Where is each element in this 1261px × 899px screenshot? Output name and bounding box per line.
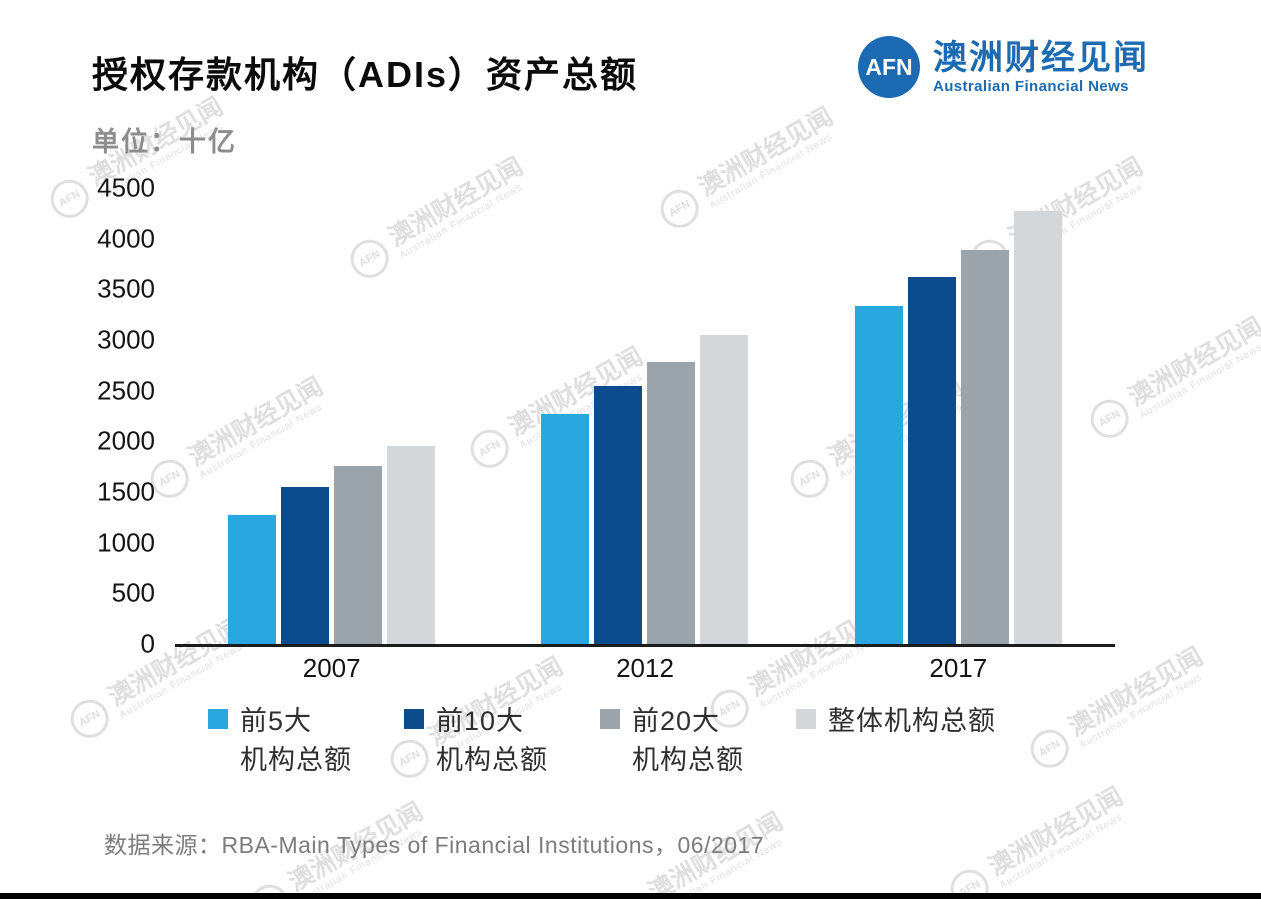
bar-top10-2007 <box>281 487 330 644</box>
bar-top10-2012 <box>594 386 643 644</box>
afn-logo-name-cn: 澳洲财经见闻 <box>933 38 1149 77</box>
bar-top5-2007 <box>228 515 277 644</box>
y-tick-label: 3000 <box>97 324 155 355</box>
x-axis-label: 2007 <box>302 653 361 683</box>
y-axis: 4500 4000 3500 3000 2500 2000 1500 1000 500 0 <box>95 173 161 659</box>
afn-logo-icon: AFN <box>858 36 920 98</box>
legend-entry-top10: 前10大 机构总额 <box>404 702 548 780</box>
bar-top5-2012 <box>541 414 590 644</box>
bar-chart: 4500 4000 3500 3000 2500 2000 1500 1000 500 0 200… <box>95 173 1115 718</box>
unit-label: 单位：十亿 <box>92 127 237 157</box>
legend-label: 前10大 机构总额 <box>436 706 548 776</box>
legend: 前5大 机构总额 前10大 机构总额 前20大 机构总额 整体机构总额 <box>208 702 996 780</box>
legend-label: 整体机构总额 <box>828 706 996 736</box>
y-tick-label: 3500 <box>97 273 155 304</box>
afn-logo: AFN 澳洲财经见闻 Australian Financial News <box>858 36 1149 98</box>
bar-top5-2017 <box>854 306 903 644</box>
afn-logo-text: 澳洲财经见闻 Australian Financial News <box>933 39 1149 95</box>
bar-group-2007: 2007 <box>175 188 488 683</box>
bar-top10-2017 <box>907 277 956 644</box>
legend-swatch-top20 <box>600 709 620 729</box>
watermark-afn-icon: AFN <box>43 172 96 225</box>
bar-all-2012 <box>700 335 749 644</box>
y-tick-label: 1000 <box>97 527 155 558</box>
x-axis-label: 2017 <box>929 653 988 683</box>
legend-label: 前20大 机构总额 <box>632 706 744 776</box>
legend-entry-top5: 前5大 机构总额 <box>208 702 352 780</box>
y-tick-label: 1500 <box>97 476 155 507</box>
y-tick-label: 500 <box>111 577 155 608</box>
bar-top20-2017 <box>960 250 1009 644</box>
bar-all-2017 <box>1013 211 1062 644</box>
source-note: 数据来源：RBA-Main Types of Financial Institu… <box>104 832 765 858</box>
afn-logo-name-en: Australian Financial News <box>933 78 1129 96</box>
watermark-afn-icon: AFN <box>1023 722 1076 775</box>
legend-label: 前5大 机构总额 <box>240 706 352 776</box>
y-tick-label: 4000 <box>97 223 155 254</box>
bar-top20-2012 <box>647 362 696 644</box>
legend-swatch-top10 <box>404 709 424 729</box>
chart-title: 授权存款机构（ADIs）资产总额 <box>92 54 639 95</box>
y-tick-label: 4500 <box>97 172 155 203</box>
bottom-black-bar <box>0 893 1261 899</box>
bar-all-2007 <box>387 446 436 644</box>
bars-2007 <box>228 446 436 644</box>
x-axis-label: 2012 <box>616 653 674 683</box>
bar-group-2017: 2017 <box>802 188 1115 683</box>
legend-swatch-all <box>796 709 816 729</box>
legend-entry-top20: 前20大 机构总额 <box>600 702 744 780</box>
bar-top20-2007 <box>334 466 383 644</box>
legend-entry-all: 整体机构总额 <box>796 702 996 780</box>
bars-2017 <box>854 211 1062 644</box>
y-tick-label: 2000 <box>97 425 155 456</box>
plot-area: 2007 2012 2017 <box>175 188 1115 683</box>
bars-2012 <box>541 335 749 644</box>
bar-group-2012: 2012 <box>488 188 801 683</box>
y-tick-label: 0 <box>140 628 155 659</box>
y-tick-label: 2500 <box>97 375 155 406</box>
legend-swatch-top5 <box>208 709 228 729</box>
